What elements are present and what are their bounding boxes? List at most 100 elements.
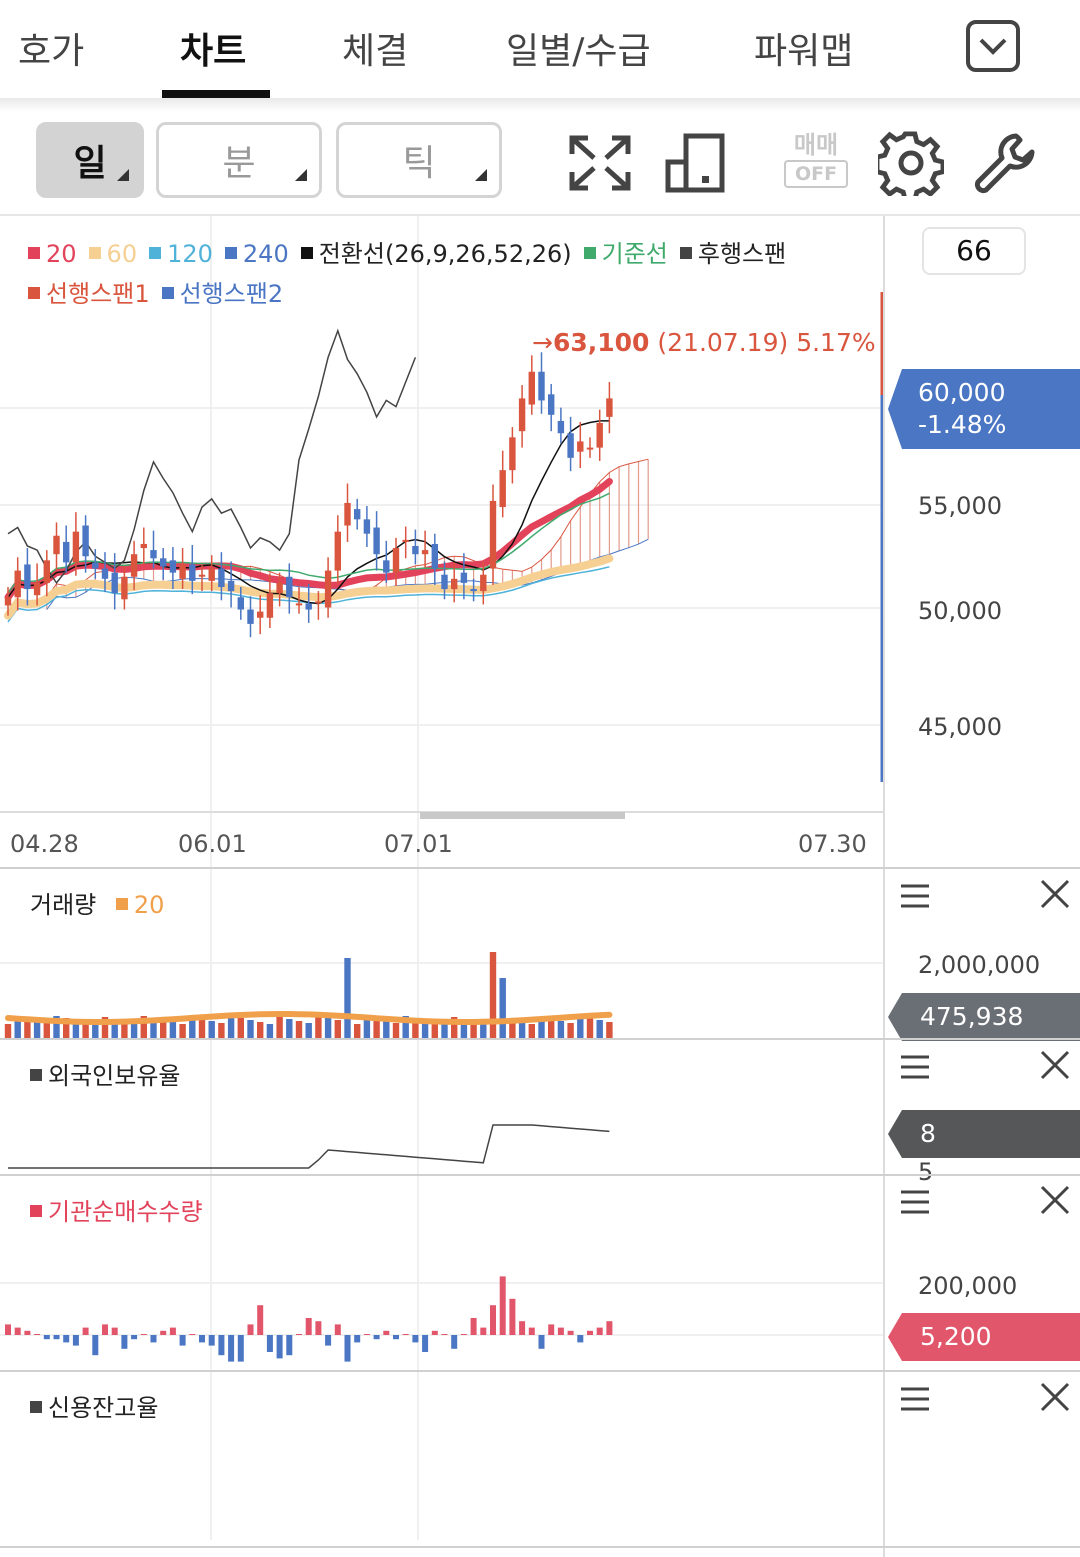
tab-powermap[interactable]: 파워맵 bbox=[754, 31, 854, 72]
trade-state: OFF bbox=[784, 160, 848, 188]
candle-body bbox=[53, 535, 60, 555]
inst-bar bbox=[82, 1327, 89, 1335]
volume-bar bbox=[43, 1023, 50, 1038]
candle-body bbox=[257, 611, 264, 618]
tab-orderbook[interactable]: 호가 bbox=[18, 31, 85, 72]
legend-item: 전환선(26,9,26,52,26) bbox=[300, 240, 572, 268]
period-minute-button[interactable]: 분 bbox=[156, 122, 322, 198]
axis-divider bbox=[883, 216, 885, 1557]
candle-body bbox=[402, 539, 409, 542]
volume-bar bbox=[140, 1016, 147, 1038]
wrench-icon[interactable] bbox=[972, 130, 1040, 196]
volume-bar bbox=[276, 1017, 283, 1038]
close-icon[interactable] bbox=[1040, 1050, 1070, 1080]
volume-bar bbox=[392, 1023, 400, 1038]
volume-bar bbox=[509, 1020, 516, 1038]
candle-body bbox=[489, 500, 497, 569]
volume-bar bbox=[538, 1017, 545, 1038]
candle-body bbox=[596, 423, 603, 448]
period-tick-button[interactable]: 틱 bbox=[336, 122, 502, 198]
volume-bar bbox=[460, 1019, 468, 1038]
volume-bar bbox=[111, 1019, 118, 1038]
legend-item: 후행스팬 bbox=[679, 240, 786, 268]
volume-bar bbox=[14, 1017, 21, 1038]
close-icon[interactable] bbox=[1040, 1382, 1070, 1412]
candle-body bbox=[276, 582, 283, 594]
expand-icon[interactable] bbox=[566, 132, 634, 194]
candle-body bbox=[295, 603, 303, 606]
menu-icon[interactable] bbox=[900, 1190, 930, 1214]
volume-bar bbox=[412, 1018, 419, 1038]
candle-body bbox=[237, 597, 244, 610]
candle-body bbox=[140, 543, 147, 549]
close-icon[interactable] bbox=[1040, 879, 1070, 909]
period-day-label: 일 bbox=[73, 143, 107, 184]
foreign-ratio-line bbox=[8, 1124, 610, 1169]
inst-bar bbox=[24, 1330, 31, 1335]
menu-icon[interactable] bbox=[900, 1387, 930, 1411]
trade-toggle-button[interactable]: 매매 OFF bbox=[784, 130, 848, 194]
tab-chart[interactable]: 차트 bbox=[180, 31, 247, 72]
volume-bar bbox=[266, 1024, 274, 1038]
volume-bar bbox=[33, 1021, 41, 1038]
volume-bar bbox=[383, 1021, 390, 1038]
legend-label: 60 bbox=[106, 240, 138, 268]
volume-bar bbox=[489, 952, 497, 1038]
annotation-arrow: → bbox=[532, 328, 553, 357]
legend-item: 60 bbox=[88, 240, 138, 268]
close-icon[interactable] bbox=[1040, 1185, 1070, 1215]
candle-body bbox=[548, 394, 555, 415]
candle-body bbox=[227, 580, 235, 592]
candle-count-box[interactable]: 66 bbox=[922, 227, 1026, 275]
candle-body bbox=[14, 570, 21, 598]
volume-bar bbox=[208, 1021, 215, 1038]
dropdown-triangle-icon bbox=[117, 169, 129, 181]
candle-body bbox=[528, 371, 535, 405]
volume-bar bbox=[121, 1021, 128, 1038]
volume-bar bbox=[92, 1024, 99, 1038]
inst-bar bbox=[5, 1324, 11, 1335]
inst-bar bbox=[247, 1324, 254, 1335]
inst-bar bbox=[548, 1324, 555, 1335]
candle-body bbox=[169, 560, 177, 573]
volume-bar bbox=[179, 1024, 186, 1038]
candle-body bbox=[92, 562, 99, 569]
tab-more-button[interactable] bbox=[966, 20, 1020, 72]
legend-swatch bbox=[161, 287, 174, 299]
main-legend-row1: 20 60 120 240 전환선(26,9,26,52,26) 기준선 후행스팬 bbox=[28, 234, 798, 269]
inst-bar bbox=[373, 1335, 380, 1340]
gear-icon[interactable] bbox=[878, 130, 944, 196]
menu-icon[interactable] bbox=[900, 884, 930, 908]
volume-bar bbox=[373, 1019, 380, 1038]
inst-bar bbox=[393, 1335, 399, 1340]
legend-swatch bbox=[30, 1401, 42, 1413]
pane-divider bbox=[0, 1370, 1080, 1372]
tab-daily-supply[interactable]: 일별/수급 bbox=[506, 31, 651, 72]
period-day-button[interactable]: 일 bbox=[36, 122, 144, 198]
legend-item: 기준선 bbox=[583, 240, 668, 268]
tab-trades[interactable]: 체결 bbox=[342, 31, 409, 72]
volume-bar bbox=[150, 1018, 157, 1038]
volume-bar bbox=[63, 1018, 70, 1038]
volume-bar bbox=[567, 1023, 574, 1038]
menu-icon[interactable] bbox=[900, 1055, 930, 1079]
candle-body bbox=[557, 420, 565, 434]
pane-divider bbox=[0, 867, 1080, 869]
volume-bar bbox=[402, 1016, 409, 1038]
inst-bar bbox=[567, 1330, 574, 1335]
candle-body bbox=[324, 570, 332, 608]
layout-icon[interactable] bbox=[664, 132, 728, 194]
candle-body bbox=[480, 574, 487, 592]
x-label-0428: 04.28 bbox=[10, 830, 79, 858]
candle-body bbox=[198, 574, 206, 577]
candle-body bbox=[24, 564, 31, 590]
volume-bar bbox=[130, 1023, 138, 1038]
high-price-annotation: →63,100 (21.07.19) 5.17% bbox=[532, 328, 876, 357]
inst-bar bbox=[344, 1335, 351, 1362]
volume-bar bbox=[218, 1023, 225, 1038]
inst-bar bbox=[325, 1335, 332, 1346]
inst-bar bbox=[305, 1318, 312, 1335]
inst-bar bbox=[296, 1334, 302, 1335]
